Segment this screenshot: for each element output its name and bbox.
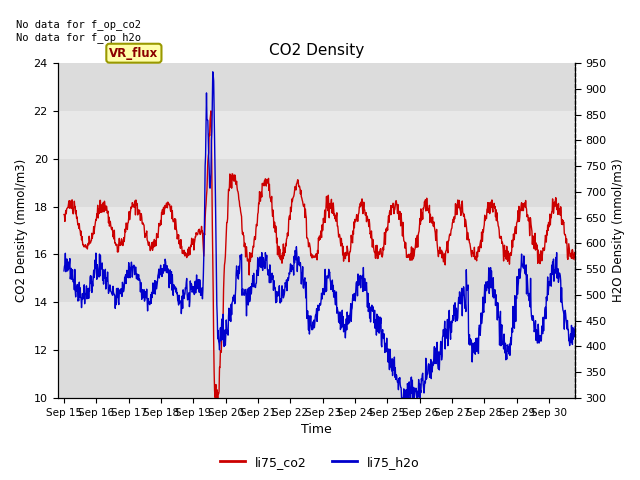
Title: CO2 Density: CO2 Density	[269, 43, 364, 58]
Legend: li75_co2, li75_h2o: li75_co2, li75_h2o	[215, 451, 425, 474]
Bar	[58, 63, 575, 111]
Text: No data for f_op_co2
No data for f_op_h2o: No data for f_op_co2 No data for f_op_h2…	[16, 20, 141, 43]
Y-axis label: H2O Density (mmol/m3): H2O Density (mmol/m3)	[612, 158, 625, 302]
Bar	[58, 159, 575, 206]
X-axis label: Time: Time	[301, 423, 332, 436]
Bar	[58, 254, 575, 302]
Y-axis label: CO2 Density (mmol/m3): CO2 Density (mmol/m3)	[15, 159, 28, 302]
Bar	[58, 350, 575, 398]
Text: VR_flux: VR_flux	[109, 47, 159, 60]
